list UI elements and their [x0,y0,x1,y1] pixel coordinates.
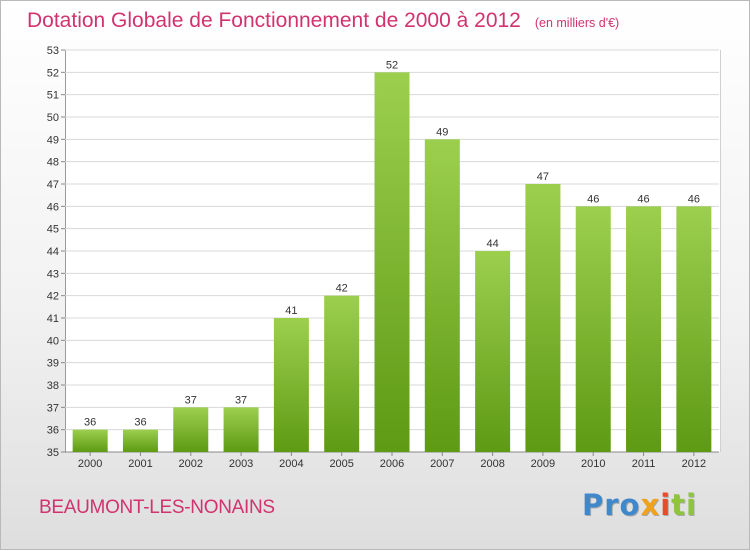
logo-part-2: x [640,488,661,522]
x-tick-label: 2008 [480,458,504,470]
bar [525,184,561,452]
bar [72,429,108,452]
data-label: 36 [84,417,96,429]
y-tick-label: 48 [47,157,59,169]
x-tick-label: 2006 [380,458,404,470]
data-label: 46 [637,193,649,205]
chart-title: Dotation Globale de Fonctionnement de 20… [27,9,619,33]
data-label: 41 [285,305,297,317]
y-tick-label: 46 [47,201,59,213]
x-tick-label: 2009 [531,458,555,470]
data-label: 49 [436,126,448,138]
chart-title-text: Dotation Globale de Fonctionnement de 20… [27,9,521,32]
logo-part-3: i [660,488,672,522]
x-tick-label: 2002 [179,458,203,470]
bar [575,206,611,452]
y-tick-label: 41 [47,313,59,325]
bar [626,206,662,452]
bar [676,206,712,452]
y-tick-label: 50 [47,112,59,124]
y-tick-label: 51 [47,90,59,102]
logo-part-4: ti [671,488,697,522]
x-tick-label: 2010 [581,458,605,470]
bar [424,139,460,453]
bar [173,407,209,452]
y-tick-label: 43 [47,268,59,280]
x-tick-label: 2012 [682,458,706,470]
data-label: 37 [235,394,247,406]
data-label: 47 [537,171,549,183]
logo-part-1: Pro [582,488,641,522]
y-tick-label: 39 [47,358,59,370]
y-tick-label: 38 [47,380,59,392]
bar [223,407,259,452]
data-label: 52 [386,59,398,71]
y-tick-label: 49 [47,134,59,146]
data-label: 44 [486,238,498,250]
y-tick-label: 44 [47,246,59,258]
proxiti-logo: Proxiti [582,488,697,522]
x-tick-label: 2000 [78,458,102,470]
x-tick-label: 2007 [430,458,454,470]
y-tick-label: 36 [47,425,59,437]
y-tick-label: 35 [47,447,59,459]
y-tick-label: 37 [47,402,59,414]
chart-unit-note: (en milliers d'€) [534,16,620,30]
commune-name: BEAUMONT-LES-NONAINS [39,497,275,518]
y-tick-label: 40 [47,335,59,347]
data-label: 36 [134,417,146,429]
data-label: 46 [587,193,599,205]
y-tick-label: 45 [47,224,59,236]
bar [475,251,511,452]
x-tick-label: 2004 [279,458,303,470]
y-tick-label: 42 [47,291,59,303]
x-tick-label: 2001 [128,458,152,470]
data-label: 42 [336,283,348,295]
y-tick-label: 47 [47,179,59,191]
bar [374,72,410,452]
y-tick-label: 52 [47,67,59,79]
x-tick-label: 2011 [632,458,656,470]
bar [324,295,360,452]
x-tick-label: 2005 [329,458,353,470]
data-label: 37 [185,394,197,406]
y-tick-label: 53 [47,45,59,57]
bar [273,318,309,452]
bar [122,429,158,452]
data-label: 46 [688,193,700,205]
x-tick-label: 2003 [229,458,253,470]
